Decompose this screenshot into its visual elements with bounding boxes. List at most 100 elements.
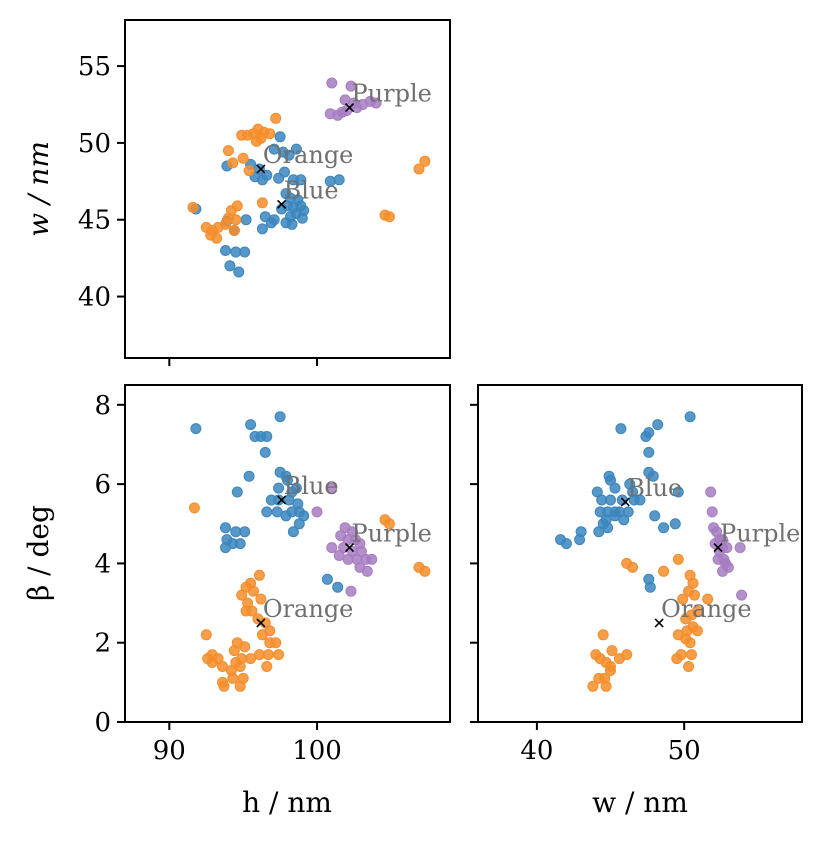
data-point-blue <box>287 526 299 538</box>
data-point-blue <box>652 419 664 431</box>
data-point-blue <box>293 518 305 530</box>
data-point-blue <box>261 431 273 442</box>
data-point-orange <box>222 145 234 157</box>
data-point-orange <box>413 163 425 175</box>
data-point-blue <box>669 518 681 530</box>
data-point-blue <box>628 494 640 506</box>
data-point-orange <box>256 629 268 641</box>
data-point-blue <box>274 131 286 143</box>
panel-top-left: Purple Orange Blue 40 45 50 55 w / nm <box>22 19 451 366</box>
data-point-blue <box>594 506 606 518</box>
data-point-orange <box>683 661 695 672</box>
data-point-orange <box>253 649 265 661</box>
data-point-blue <box>220 522 231 534</box>
y-tick-label: 8 <box>94 391 111 421</box>
data-point-blue <box>190 423 202 435</box>
data-point-purple <box>717 565 728 577</box>
data-point-purple <box>370 97 382 109</box>
data-point-orange <box>227 672 239 684</box>
data-point-orange <box>251 135 262 147</box>
centroid-marker-purple <box>713 542 723 553</box>
data-point-orange <box>270 112 282 124</box>
data-point-orange <box>234 680 246 692</box>
data-point-orange <box>383 211 395 223</box>
data-point-orange <box>605 661 616 672</box>
data-point-blue <box>283 149 295 161</box>
data-point-orange <box>672 553 684 565</box>
data-point-orange <box>248 585 259 597</box>
data-point-blue <box>274 411 286 423</box>
data-point-purple <box>332 109 344 121</box>
data-point-blue <box>234 538 246 550</box>
data-point-orange <box>237 152 249 164</box>
data-point-orange <box>383 518 395 530</box>
data-point-orange <box>228 645 240 657</box>
data-point-orange <box>419 155 431 167</box>
data-point-blue <box>231 486 243 498</box>
data-point-purple <box>734 542 746 554</box>
data-point-orange <box>261 661 273 672</box>
data-point-purple <box>326 542 338 554</box>
y-tick-label: 6 <box>94 470 111 500</box>
y-tick-label: 40 <box>78 283 111 313</box>
data-point-blue <box>282 474 293 486</box>
data-point-orange <box>256 197 268 209</box>
centroid-label-purple: Purple <box>352 520 432 548</box>
centroid-marker-orange <box>256 164 266 174</box>
data-point-blue <box>643 446 655 458</box>
data-point-blue <box>602 522 614 534</box>
data-point-blue <box>555 534 566 546</box>
data-point-blue <box>220 542 231 554</box>
centroid-marker-orange <box>654 618 664 628</box>
data-point-blue <box>615 423 627 435</box>
data-point-blue <box>672 486 684 498</box>
data-point-blue <box>271 506 283 518</box>
data-point-blue <box>265 494 277 506</box>
data-point-orange <box>236 589 248 601</box>
centroid-label-blue: Blue <box>627 474 682 502</box>
centroid-label-purple: Purple <box>720 520 800 548</box>
centroid-marker-purple <box>344 103 355 113</box>
data-point-purple <box>706 506 718 518</box>
data-point-orange <box>677 593 689 605</box>
data-point-orange <box>680 613 692 625</box>
data-point-orange <box>419 565 431 577</box>
data-point-blue <box>224 260 236 272</box>
data-point-orange <box>273 649 285 661</box>
data-point-blue <box>296 212 308 224</box>
data-point-blue <box>591 486 603 498</box>
data-point-orange <box>227 157 239 169</box>
x-axis-label: h / nm <box>242 786 332 819</box>
y-axis-label: w / nm <box>22 141 55 237</box>
x-tick-label: 40 <box>520 736 553 766</box>
data-point-purple <box>345 80 357 92</box>
data-point-orange <box>200 629 212 641</box>
y-tick-label: 4 <box>94 549 111 579</box>
data-point-blue <box>239 246 251 258</box>
data-point-purple <box>736 589 748 601</box>
centroid-label-orange: Orange <box>263 595 353 623</box>
data-point-orange <box>245 653 257 665</box>
data-point-orange <box>689 589 700 601</box>
x-axis-label: w / nm <box>592 786 688 819</box>
data-point-orange <box>206 657 218 668</box>
centroid-label-blue: Blue <box>284 472 339 500</box>
data-point-orange <box>240 605 252 617</box>
data-point-blue <box>290 143 302 155</box>
data-point-blue <box>622 506 634 518</box>
data-point-blue <box>245 419 257 431</box>
centroid-label-purple: Purple <box>352 80 432 108</box>
axes-frame <box>124 384 451 723</box>
data-point-blue <box>259 446 271 458</box>
data-point-blue <box>684 411 696 423</box>
data-point-orange <box>684 637 696 649</box>
data-point-orange <box>587 680 599 692</box>
data-point-orange <box>597 629 609 641</box>
data-point-orange <box>270 637 282 649</box>
centroid-label-orange: Orange <box>263 141 353 169</box>
data-point-blue <box>593 526 605 538</box>
data-point-orange <box>671 653 683 665</box>
y-axis-label: β / deg <box>22 505 55 601</box>
data-point-blue <box>273 482 285 494</box>
data-point-purple <box>366 553 378 565</box>
